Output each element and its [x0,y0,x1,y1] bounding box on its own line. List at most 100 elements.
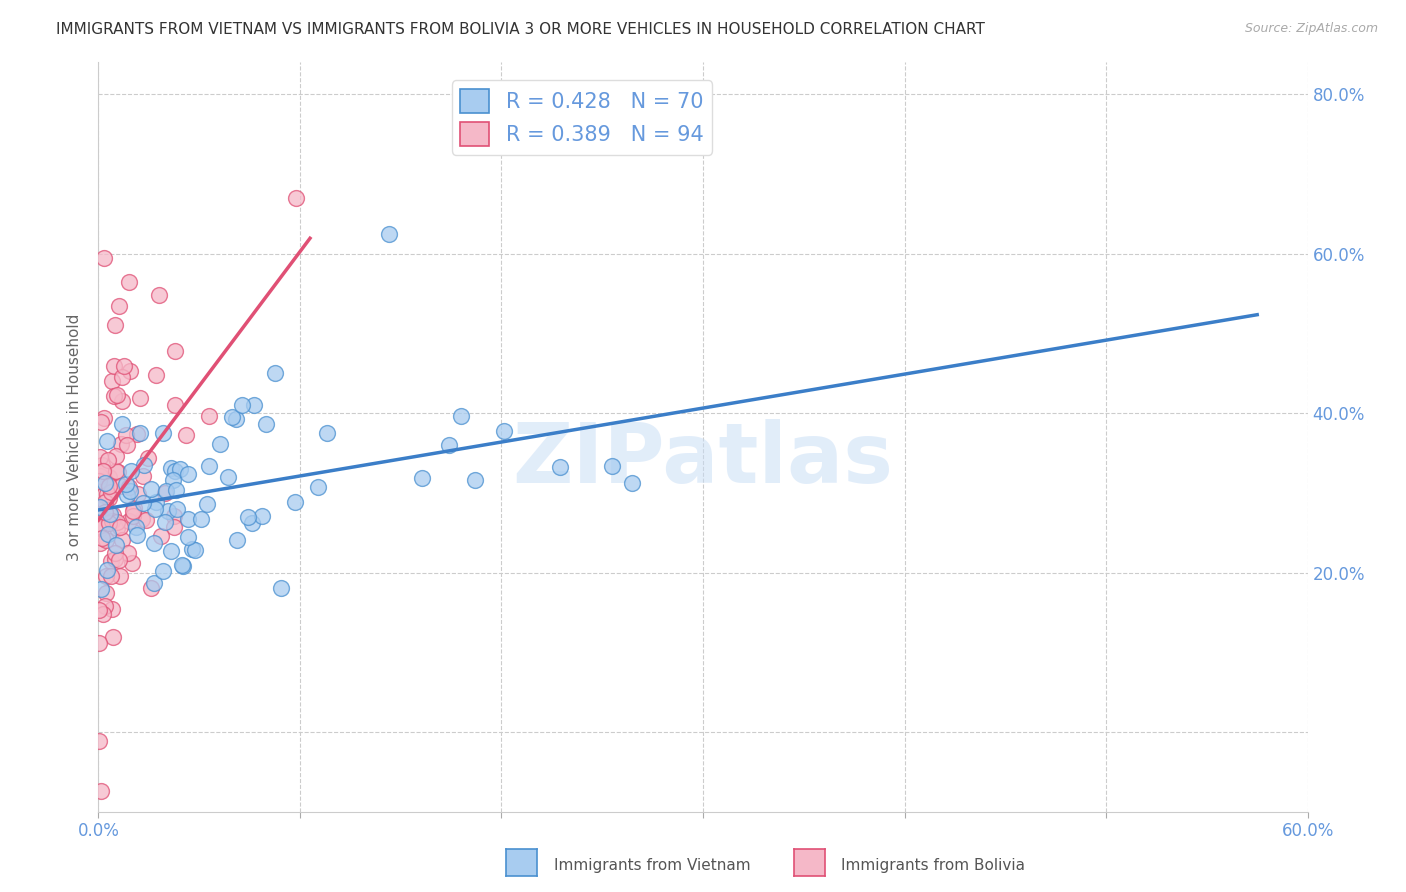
Point [101,374,124,388]
Point [91,607,114,621]
Point [160,460,183,475]
Point [125,519,148,533]
Point [87,603,110,617]
Text: Immigrants from Vietnam: Immigrants from Vietnam [554,858,751,872]
Point [270,581,292,595]
Point [221,410,243,425]
Point [104,545,127,559]
Point [153,485,176,500]
Point [162,474,184,488]
Point [108,299,131,313]
Text: Source: ZipAtlas.com: Source: ZipAtlas.com [1244,22,1378,36]
Point [190,512,212,526]
Point [315,425,337,440]
Point [91,464,114,478]
Point [163,464,186,478]
Point [155,484,177,499]
Point [97,514,120,528]
Point [115,438,138,452]
Point [195,497,218,511]
Point [107,466,129,480]
Point [90,467,112,481]
Point [128,391,150,405]
Point [89,474,111,488]
Point [117,488,139,502]
Point [103,508,125,523]
Point [90,783,112,797]
Point [181,541,204,556]
Point [143,502,166,516]
Point [93,251,115,265]
Point [160,543,183,558]
Point [100,485,122,500]
Point [98,516,121,530]
Point [105,521,128,535]
Point [225,411,247,425]
Point [108,569,131,583]
Point [90,521,112,535]
Text: IMMIGRANTS FROM VIETNAM VS IMMIGRANTS FROM BOLIVIA 3 OR MORE VEHICLES IN HOUSEHO: IMMIGRANTS FROM VIETNAM VS IMMIGRANTS FR… [56,22,986,37]
Point [152,426,174,441]
Point [231,398,253,412]
Point [101,601,124,615]
Point [136,450,159,465]
Point [97,476,120,491]
Point [250,508,273,523]
Point [125,427,148,442]
Point [115,428,138,442]
Point [90,532,112,546]
Point [94,533,117,548]
Point [464,474,486,488]
Point [120,483,142,498]
Point [105,464,128,478]
Point [87,636,110,650]
Point [100,554,122,568]
Point [122,504,145,518]
Point [101,630,124,644]
Point [96,563,118,577]
Point [169,462,191,476]
Point [96,434,118,448]
Point [145,368,167,382]
Point [111,533,134,547]
Point [139,582,162,596]
Point [163,343,186,358]
Point [602,458,624,473]
Point [165,398,187,412]
Point [118,514,141,528]
Point [127,486,149,500]
Point [284,495,307,509]
Point [105,449,128,463]
Point [135,513,157,527]
Point [94,505,117,519]
Point [128,425,150,440]
Point [90,415,112,429]
Point [127,528,149,542]
Point [98,479,121,493]
Point [621,476,644,491]
Point [122,508,145,523]
Point [148,288,170,302]
Point [104,538,127,552]
Point [166,502,188,516]
Point [111,417,134,432]
Point [145,495,167,509]
Point [89,500,111,514]
Point [91,458,114,472]
Point [183,543,205,558]
Point [198,409,221,424]
Point [378,227,401,241]
Point [121,556,143,570]
Point [120,465,142,479]
Point [111,370,134,384]
Text: ZIPatlas: ZIPatlas [513,419,893,500]
Point [236,509,259,524]
Point [150,529,173,543]
Point [97,453,120,467]
Point [132,496,155,510]
Point [153,515,176,529]
Point [112,359,135,373]
Point [94,585,117,599]
Point [411,471,433,485]
Point [91,464,114,478]
